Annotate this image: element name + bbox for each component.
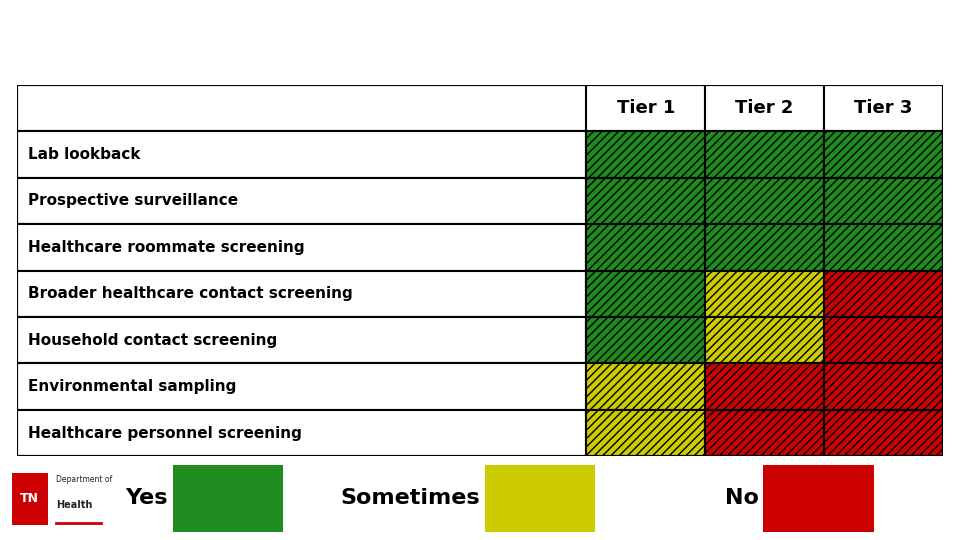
Bar bbox=[17, 271, 587, 317]
Bar bbox=[824, 363, 943, 410]
Bar bbox=[17, 85, 943, 131]
Text: No: No bbox=[725, 488, 758, 508]
Text: Healthcare personnel screening: Healthcare personnel screening bbox=[29, 426, 302, 441]
Bar bbox=[824, 317, 943, 363]
Bar bbox=[587, 131, 706, 178]
Bar bbox=[17, 410, 587, 456]
Text: Sometimes: Sometimes bbox=[341, 488, 480, 508]
Text: Health: Health bbox=[56, 500, 92, 510]
Bar bbox=[587, 224, 706, 271]
Bar bbox=[706, 85, 824, 131]
Text: Tier 1: Tier 1 bbox=[616, 99, 675, 117]
Text: Environmental sampling: Environmental sampling bbox=[29, 379, 237, 394]
Bar bbox=[763, 464, 874, 531]
Bar bbox=[706, 224, 824, 271]
Bar bbox=[17, 363, 587, 410]
Bar bbox=[824, 271, 943, 317]
Bar bbox=[587, 363, 706, 410]
Bar bbox=[706, 271, 824, 317]
Text: Healthcare roommate screening: Healthcare roommate screening bbox=[29, 240, 305, 255]
Bar bbox=[17, 317, 587, 363]
Text: Tier 3: Tier 3 bbox=[854, 99, 913, 117]
Text: Broader healthcare contact screening: Broader healthcare contact screening bbox=[29, 286, 353, 301]
Bar bbox=[706, 363, 824, 410]
Text: Department of: Department of bbox=[56, 475, 112, 484]
Text: Prospective surveillance: Prospective surveillance bbox=[29, 193, 238, 208]
Text: Household contact screening: Household contact screening bbox=[29, 333, 277, 348]
Bar bbox=[824, 178, 943, 224]
Text: Lab lookback: Lab lookback bbox=[29, 147, 141, 162]
Bar bbox=[17, 178, 587, 224]
Bar bbox=[17, 224, 587, 271]
Bar bbox=[706, 317, 824, 363]
Bar bbox=[824, 410, 943, 456]
Bar bbox=[824, 224, 943, 271]
Bar bbox=[587, 317, 706, 363]
Bar bbox=[706, 178, 824, 224]
Bar bbox=[824, 85, 943, 131]
Bar bbox=[824, 131, 943, 178]
Bar bbox=[587, 271, 706, 317]
Text: Yes: Yes bbox=[126, 488, 168, 508]
Text: Tier 2: Tier 2 bbox=[735, 99, 794, 117]
Bar bbox=[587, 410, 706, 456]
Bar bbox=[173, 464, 283, 531]
Bar bbox=[587, 85, 706, 131]
Bar bbox=[17, 131, 587, 178]
Bar bbox=[587, 178, 706, 224]
Bar bbox=[706, 131, 824, 178]
Bar bbox=[706, 410, 824, 456]
Bar bbox=[12, 473, 48, 525]
Text: Tiered Response Following MDRO Detection: Tiered Response Following MDRO Detection bbox=[15, 24, 703, 52]
Bar bbox=[485, 464, 595, 531]
Text: TN: TN bbox=[20, 491, 39, 505]
